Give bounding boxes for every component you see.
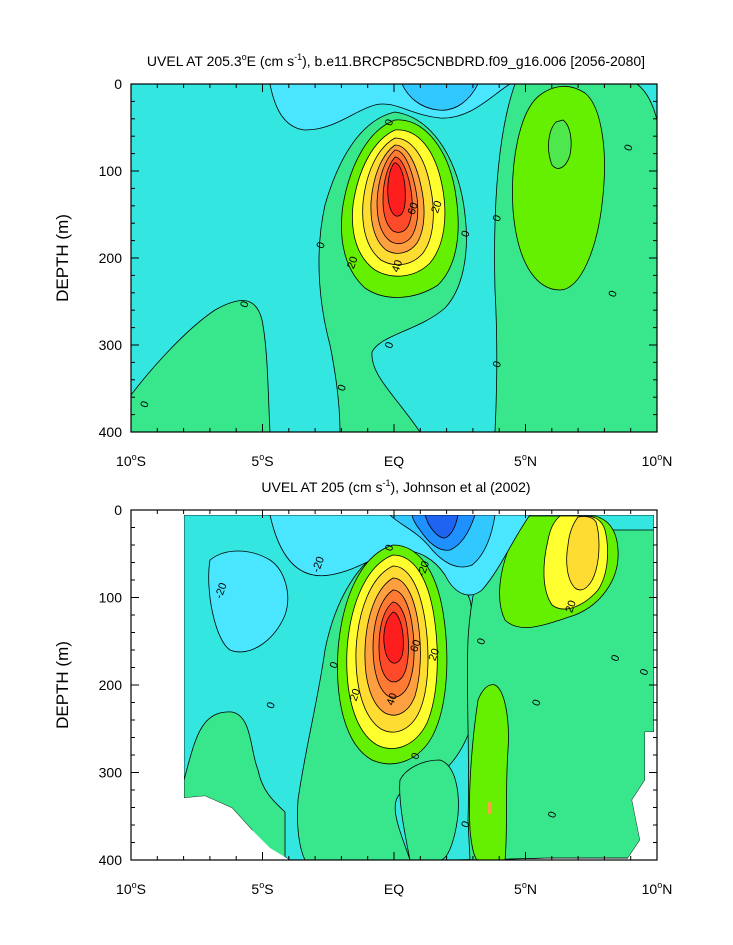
contour-label: 0 — [475, 637, 488, 647]
panel-1-y-tick-labels: 0 100 200 300 400 — [99, 76, 123, 440]
contour-label: 0 — [530, 698, 543, 708]
contour-label: 20 — [427, 647, 442, 663]
y-tick-label: 200 — [99, 677, 123, 693]
contour-label: 0 — [638, 667, 651, 677]
x-tick-label: 10oS — [116, 452, 146, 469]
panel-2-ticks — [130, 509, 658, 861]
contour-label: 20 — [429, 199, 444, 215]
panel-1-title: UVEL AT 205.3oE (cm s-1), b.e11.BRCP85C5… — [147, 52, 645, 69]
panel-1-contour-labels: 0 0 0 0 20 0 0 60 40 20 0 0 0 0 0 — [138, 118, 635, 410]
contour-label: 0 — [622, 143, 635, 153]
p2-fill-orange-speck — [488, 802, 491, 814]
p1-fill-east-lime — [512, 86, 605, 291]
contour-label: 0 — [383, 340, 396, 350]
p1-fill-top-ltblue — [401, 84, 479, 111]
panel-2-y-tick-labels: 0 100 200 300 400 — [99, 502, 123, 868]
panel-2: UVEL AT 205 (cm s-1), Johnson et al (200… — [53, 478, 672, 897]
contour-label: 0 — [265, 701, 278, 711]
contour-label: 0 — [138, 400, 151, 410]
p2-fill-eqw-dkred — [383, 611, 404, 664]
panel-2-x-tick-labels: 10oS 5oS EQ 5oN 10oN — [116, 880, 672, 897]
x-tick-label: EQ — [384, 881, 404, 897]
y-tick-label: 300 — [99, 765, 123, 781]
contour-label: 20 — [348, 687, 363, 703]
p2-fill-west-sky — [208, 550, 289, 653]
contour-label: 0 — [409, 751, 422, 761]
contour-label: 20 — [345, 255, 360, 271]
contour-label: 0 — [609, 653, 622, 663]
contour-label: 0 — [383, 543, 396, 553]
contour-label: 0 — [383, 118, 396, 128]
p2-fill-sw-green — [183, 711, 286, 860]
p2-fill-white-se — [628, 515, 657, 860]
y-tick-label: 300 — [99, 337, 123, 353]
contour-label: 0 — [491, 360, 504, 370]
contour-label: 0 — [491, 213, 504, 223]
y-tick-label: 200 — [99, 250, 123, 266]
y-tick-label: 0 — [114, 502, 122, 518]
contour-label: 60 — [406, 201, 421, 217]
contour-label: -20 — [416, 559, 433, 578]
panel-2-contour-field — [131, 510, 657, 860]
x-tick-label: 10oN — [642, 880, 673, 897]
contour-label: 0 — [459, 820, 472, 830]
p1-fill-east-lime-inner — [548, 119, 572, 169]
x-tick-label: 5oN — [514, 880, 537, 897]
contour-label: 40 — [390, 258, 405, 274]
contour-label: 20 — [563, 599, 578, 615]
p2-fill-east-gold — [566, 516, 600, 591]
contour-label: 0 — [328, 660, 341, 670]
panel-1-contour-field — [131, 84, 657, 432]
contour-label: -20 — [213, 581, 230, 600]
x-tick-label: 5oN — [514, 452, 537, 469]
p1-fill-eqw-dkred — [387, 162, 406, 217]
panel-2-y-axis-label: DEPTH (m) — [53, 641, 72, 729]
p2-fill-white-sw — [184, 796, 290, 860]
y-tick-label: 0 — [114, 76, 122, 92]
contour-label: -20 — [310, 555, 327, 574]
x-tick-label: 5oS — [251, 452, 273, 469]
contour-label: 0 — [336, 383, 349, 393]
p2-fill-white-w — [131, 510, 184, 860]
panel-2-title: UVEL AT 205 (cm s-1), Johnson et al (200… — [261, 478, 530, 495]
y-tick-label: 100 — [99, 163, 123, 179]
contour-label: 0 — [546, 810, 559, 820]
p2-fill-mid-lime — [469, 684, 509, 860]
y-tick-label: 100 — [99, 590, 123, 606]
x-tick-label: 10oS — [116, 880, 146, 897]
contour-label: 0 — [607, 289, 620, 299]
y-tick-label: 400 — [99, 424, 123, 440]
p1-fill-sw-green — [131, 300, 271, 432]
panel-1-ticks — [130, 83, 658, 433]
contour-label: 60 — [408, 638, 423, 654]
p2-fill-top-dkblue — [424, 514, 459, 539]
x-tick-label: EQ — [384, 453, 404, 469]
p2-fill-south-green-2 — [399, 759, 459, 860]
contour-label: 0 — [315, 240, 328, 250]
panel-1-y-axis-label: DEPTH (m) — [53, 214, 72, 302]
y-tick-label: 400 — [99, 852, 123, 868]
contour-label: 0 — [459, 229, 472, 239]
x-tick-label: 5oS — [251, 880, 273, 897]
panel-1: UVEL AT 205.3oE (cm s-1), b.e11.BRCP85C5… — [53, 52, 672, 469]
x-tick-label: 10oN — [642, 452, 673, 469]
contour-label: 0 — [238, 300, 251, 310]
contour-label: 40 — [385, 692, 400, 708]
panel-1-x-tick-labels: 10oS 5oS EQ 5oN 10oN — [116, 452, 672, 469]
